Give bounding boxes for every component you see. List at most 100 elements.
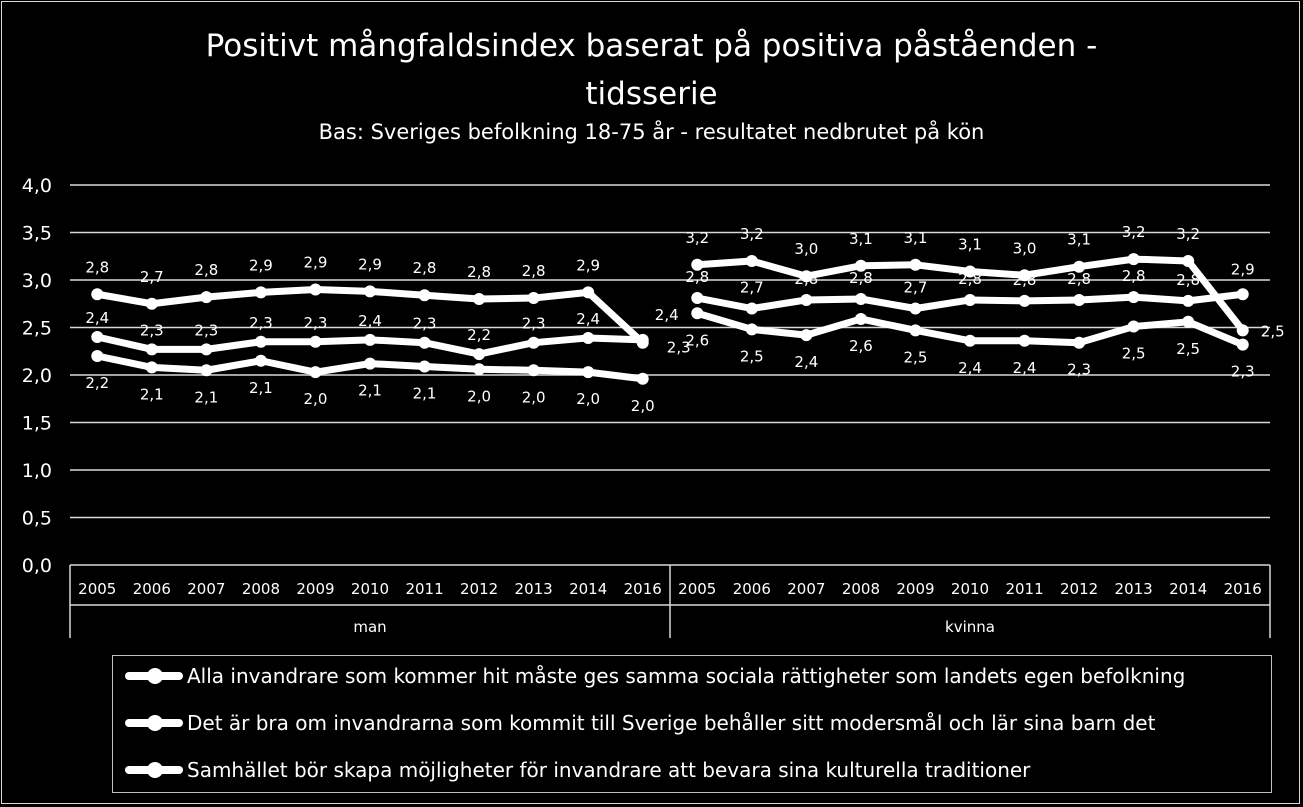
series-3-point-0-7	[473, 363, 486, 376]
series-3-data-label-1-10: 2,3	[1231, 363, 1255, 381]
series-3-point-0-0	[91, 350, 104, 362]
series-1-point-0-0	[91, 288, 104, 301]
x-tick-label-0-9: 2014	[569, 580, 607, 598]
x-tick-label-0-4: 2009	[296, 580, 334, 598]
series-1-point-1-8	[1127, 253, 1140, 266]
series-3-point-0-1	[145, 361, 158, 374]
series-2-point-1-9	[1182, 294, 1195, 307]
series-1-point-0-4	[309, 283, 322, 296]
x-tick-label-1-6: 2011	[1005, 580, 1043, 598]
series-1-data-label-0-0: 2,8	[85, 258, 109, 276]
series-1-data-label-0-4: 2,9	[304, 254, 328, 272]
legend: Alla invandrare som kommer hit måste ges…	[112, 655, 1272, 793]
series-1-point-0-3	[254, 286, 267, 299]
series-2-data-label-1-7: 2,8	[1067, 270, 1091, 288]
series-3-data-label-1-3: 2,6	[849, 337, 873, 355]
x-tick-label-1-4: 2009	[896, 580, 934, 598]
series-1-point-1-7	[1073, 260, 1086, 273]
series-1-point-1-3	[854, 259, 867, 272]
series-3-point-0-6	[418, 360, 431, 373]
series-1-data-label-1-10: 2,5	[1261, 322, 1285, 340]
series-2-point-0-3	[254, 335, 267, 348]
x-tick-label-0-5: 2010	[351, 580, 389, 598]
series-1-data-label-1-0: 3,2	[685, 229, 709, 247]
series-3-data-label-1-2: 2,4	[794, 353, 818, 371]
series-3-data-label-0-0: 2,2	[85, 374, 109, 392]
series-3-data-label-1-1: 2,5	[740, 347, 764, 365]
series-2-point-1-2	[800, 293, 813, 306]
series-3-point-0-3	[254, 354, 267, 367]
series-3-point-0-8	[527, 364, 540, 377]
series-2-data-label-1-6: 2,8	[1013, 271, 1037, 289]
series-2-point-0-1	[145, 343, 158, 356]
legend-item-1: Alla invandrare som kommer hit måste ges…	[125, 662, 1185, 690]
series-2-data-label-0-3: 2,3	[249, 314, 273, 332]
series-3-data-label-0-6: 2,1	[413, 384, 437, 402]
series-2-point-1-8	[1127, 291, 1140, 304]
series-3-data-label-0-1: 2,1	[140, 385, 164, 403]
y-tick-label-0: 0,0	[22, 555, 52, 577]
series-3-point-1-5	[964, 334, 976, 347]
series-3-data-label-0-5: 2,1	[358, 382, 382, 400]
series-1-data-label-0-2: 2,8	[194, 261, 218, 279]
series-3-data-label-0-2: 2,1	[194, 388, 218, 406]
series-1-point-1-1	[745, 255, 758, 267]
series-1-data-label-0-5: 2,9	[358, 255, 382, 273]
series-3-point-1-10	[1236, 338, 1249, 351]
chart-subtitle: Bas: Sveriges befolkning 18-75 år - resu…	[318, 120, 985, 144]
series-3-point-1-6	[1018, 334, 1031, 347]
series-2-data-label-0-7: 2,2	[467, 326, 491, 344]
series-2-point-1-0	[691, 292, 704, 305]
series-2-data-label-0-5: 2,4	[358, 312, 382, 330]
series-1-data-label-0-3: 2,9	[249, 256, 273, 274]
series-2-point-1-5	[964, 293, 976, 306]
series-1-data-label-1-7: 3,1	[1067, 231, 1091, 249]
legend-label-1: Alla invandrare som kommer hit måste ges…	[187, 664, 1186, 688]
y-tick-label-1: 0,5	[22, 508, 52, 530]
series-3-point-1-8	[1127, 320, 1140, 333]
series-1-point-0-7	[473, 293, 486, 305]
series-2-data-label-1-8: 2,8	[1122, 267, 1146, 285]
series-2-data-label-1-4: 2,7	[904, 279, 928, 297]
series-1-data-label-1-9: 3,2	[1176, 225, 1200, 243]
x-tick-label-0-0: 2005	[78, 580, 116, 598]
series-2-data-label-1-10: 2,9	[1231, 260, 1255, 278]
series-2-data-label-0-8: 2,3	[522, 315, 546, 333]
series-1-point-0-9	[582, 286, 595, 299]
x-tick-label-1-3: 2008	[842, 580, 880, 598]
series-1-data-label-1-3: 3,1	[849, 230, 873, 248]
series-1-data-label-1-6: 3,0	[1013, 239, 1037, 257]
series-3-data-label-1-4: 2,5	[904, 348, 928, 366]
series-1-point-0-8	[527, 292, 540, 305]
series-2-data-label-1-2: 2,8	[794, 270, 818, 288]
series-1-data-label-0-1: 2,7	[140, 268, 164, 286]
series-3-data-label-0-7: 2,0	[467, 387, 491, 405]
series-3-data-label-1-5: 2,4	[958, 359, 982, 377]
x-group-label-1: kvinna	[945, 618, 995, 636]
series-1-point-1-10	[1236, 324, 1249, 337]
series-3-point-1-2	[800, 329, 813, 342]
y-tick-label-7: 3,5	[22, 223, 52, 245]
series-3-data-label-1-0: 2,6	[685, 331, 709, 349]
x-tick-label-1-9: 2014	[1169, 580, 1207, 598]
series-2-point-0-10	[636, 333, 649, 346]
y-tick-label-8: 4,0	[22, 175, 52, 197]
x-tick-label-0-6: 2011	[405, 580, 443, 598]
series-3-point-0-2	[200, 364, 213, 377]
series-2-point-0-2	[200, 343, 213, 356]
series-2-point-0-7	[473, 348, 486, 361]
x-tick-label-1-1: 2006	[733, 580, 771, 598]
series-1-data-label-0-8: 2,8	[522, 262, 546, 280]
series-3-data-label-1-9: 2,5	[1176, 340, 1200, 358]
series-3-data-label-1-8: 2,5	[1122, 345, 1146, 363]
y-tick-label-4: 2,0	[22, 365, 52, 387]
series-1-point-0-2	[200, 291, 213, 304]
x-tick-label-0-2: 2007	[187, 580, 225, 598]
series-2-point-1-10	[1236, 288, 1249, 301]
series-2-point-0-4	[309, 335, 322, 348]
x-tick-label-1-5: 2010	[951, 580, 989, 598]
series-2-point-0-8	[527, 336, 540, 349]
series-2-data-label-0-9: 2,4	[576, 310, 600, 328]
series-1-data-label-0-6: 2,8	[413, 259, 437, 277]
